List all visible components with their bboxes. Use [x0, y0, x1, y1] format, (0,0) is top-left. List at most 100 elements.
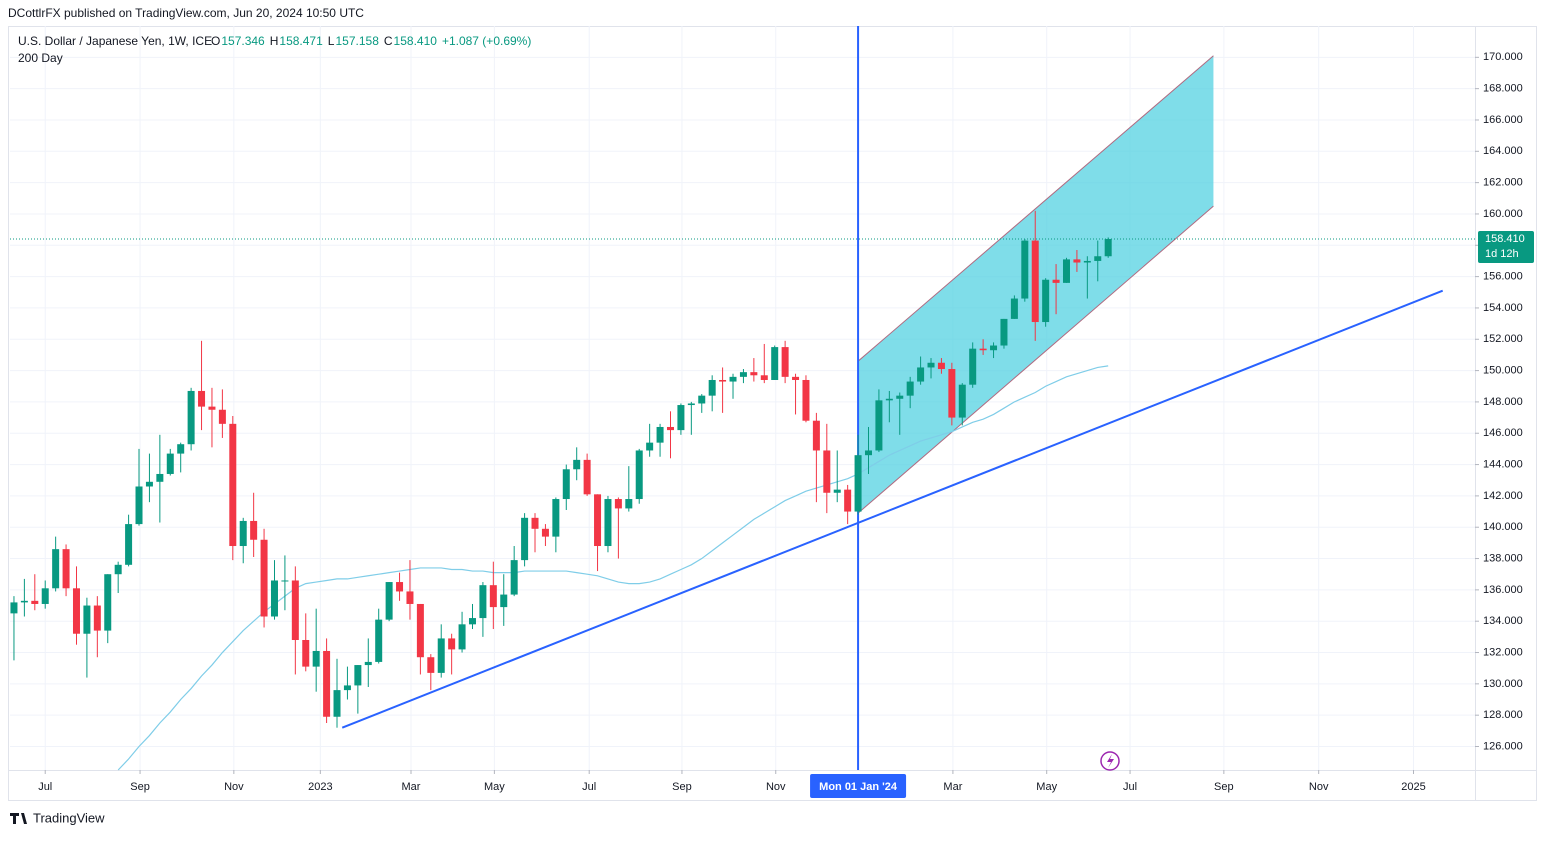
candle-body: [1042, 279, 1050, 323]
candle-body: [531, 517, 539, 529]
candle-body: [1010, 298, 1018, 319]
legend-key: L: [328, 34, 335, 48]
candle-body: [218, 409, 226, 424]
candle-body: [823, 450, 831, 493]
symbol-title: U.S. Dollar / Japanese Yen, 1W, ICE: [18, 34, 212, 48]
candle-body: [208, 406, 216, 410]
candle-body: [1031, 240, 1039, 323]
candle-body: [958, 384, 966, 418]
candle-body: [729, 376, 737, 382]
candle-body: [635, 450, 643, 500]
candle-body: [437, 638, 445, 673]
candle-body: [979, 348, 987, 351]
candle-body: [333, 690, 341, 717]
y-tick-label: 156.000: [1483, 271, 1523, 283]
candle-body: [969, 348, 977, 385]
candle-body: [552, 499, 560, 537]
x-tick-label: Sep: [1214, 781, 1234, 793]
candle-body: [937, 362, 945, 370]
candle-body: [864, 450, 872, 456]
plot: [10, 210, 1475, 771]
candle-body: [573, 459, 581, 470]
candle-body: [479, 585, 487, 619]
y-tick-label: 168.000: [1483, 83, 1523, 95]
candle-body: [990, 345, 998, 351]
candle-body: [604, 499, 612, 547]
x-tick-label: Mar: [402, 781, 421, 793]
spark-icon[interactable]: [1100, 751, 1120, 771]
candle-body: [302, 639, 310, 667]
candle-body: [114, 564, 122, 575]
candle-body: [614, 499, 622, 509]
candle-body: [468, 618, 476, 625]
candle-body: [677, 405, 685, 431]
price-label: 158.410: [1485, 233, 1525, 245]
candle-body: [343, 685, 351, 691]
ma-line: [117, 365, 1109, 771]
candle-body: [698, 395, 706, 404]
y-tick-label: 136.000: [1483, 584, 1523, 596]
candle-body: [750, 372, 758, 376]
drawings: [341, 26, 1444, 770]
y-tick-label: 134.000: [1483, 615, 1523, 627]
candle-body: [489, 585, 497, 608]
y-tick-label: 162.000: [1483, 177, 1523, 189]
y-tick-label: 164.000: [1483, 145, 1523, 157]
candle-body: [948, 369, 956, 418]
y-tick-label: 152.000: [1483, 333, 1523, 345]
x-tick-label: Nov: [224, 781, 244, 793]
channel-lower: [857, 205, 1214, 514]
candle-body: [41, 588, 49, 604]
logo: [10, 813, 27, 824]
candle-body: [31, 600, 39, 604]
candle-body: [375, 619, 383, 662]
candle-body: [708, 379, 716, 396]
candle-body: [364, 661, 372, 666]
candle-body: [1052, 279, 1060, 283]
y-tick-label: 154.000: [1483, 302, 1523, 314]
candle-body: [239, 520, 247, 547]
candle-body: [917, 367, 925, 382]
x-tick-label: 2025: [1401, 781, 1425, 793]
legend-value: 158.410: [394, 34, 438, 48]
grid: [10, 26, 1475, 770]
candle-body: [177, 444, 185, 454]
y-tick-label: 148.000: [1483, 396, 1523, 408]
y-tick-label: 142.000: [1483, 490, 1523, 502]
x-tick-label: Jul: [1123, 781, 1137, 793]
channel-upper: [857, 55, 1214, 362]
candle-body: [260, 539, 268, 617]
candle-body: [166, 453, 174, 474]
candle-body: [875, 400, 883, 451]
candle-body: [906, 381, 914, 396]
y-tick-label: 126.000: [1483, 740, 1523, 752]
candle-body: [156, 473, 164, 482]
time-label: Mon 01 Jan '24: [819, 781, 898, 793]
candle-body: [625, 499, 633, 509]
candle-body: [270, 580, 278, 617]
legend-value: 157.346: [221, 34, 265, 48]
y-tick-label: 150.000: [1483, 364, 1523, 376]
x-tick-label: May: [484, 781, 505, 793]
candle-body: [458, 624, 466, 650]
ma-legend: 200 Day: [18, 51, 63, 65]
time-label-box: [810, 774, 907, 798]
candle-body: [521, 517, 529, 561]
candle-body: [885, 398, 893, 401]
candle-body: [510, 560, 518, 595]
x-tick-label: Sep: [130, 781, 150, 793]
ohlc-legend: O 157.346 H 158.471 L 157.158 C 158.410 +1.087 (…: [211, 34, 531, 48]
price-countdown: 1d 12h: [1485, 248, 1519, 260]
candle-body: [739, 372, 747, 377]
candle-body: [145, 481, 153, 487]
x-tick-label: Nov: [1309, 781, 1329, 793]
publisher: DCottlrFX published on TradingView.com, …: [8, 6, 364, 20]
candle-body: [83, 605, 91, 634]
candle-body: [656, 426, 664, 443]
candle-body: [792, 376, 800, 380]
candle-body: [104, 574, 112, 631]
candle-body: [354, 665, 362, 686]
candle-body: [250, 520, 258, 540]
price-label-box: [1478, 231, 1534, 264]
legend-key: H: [270, 34, 279, 48]
